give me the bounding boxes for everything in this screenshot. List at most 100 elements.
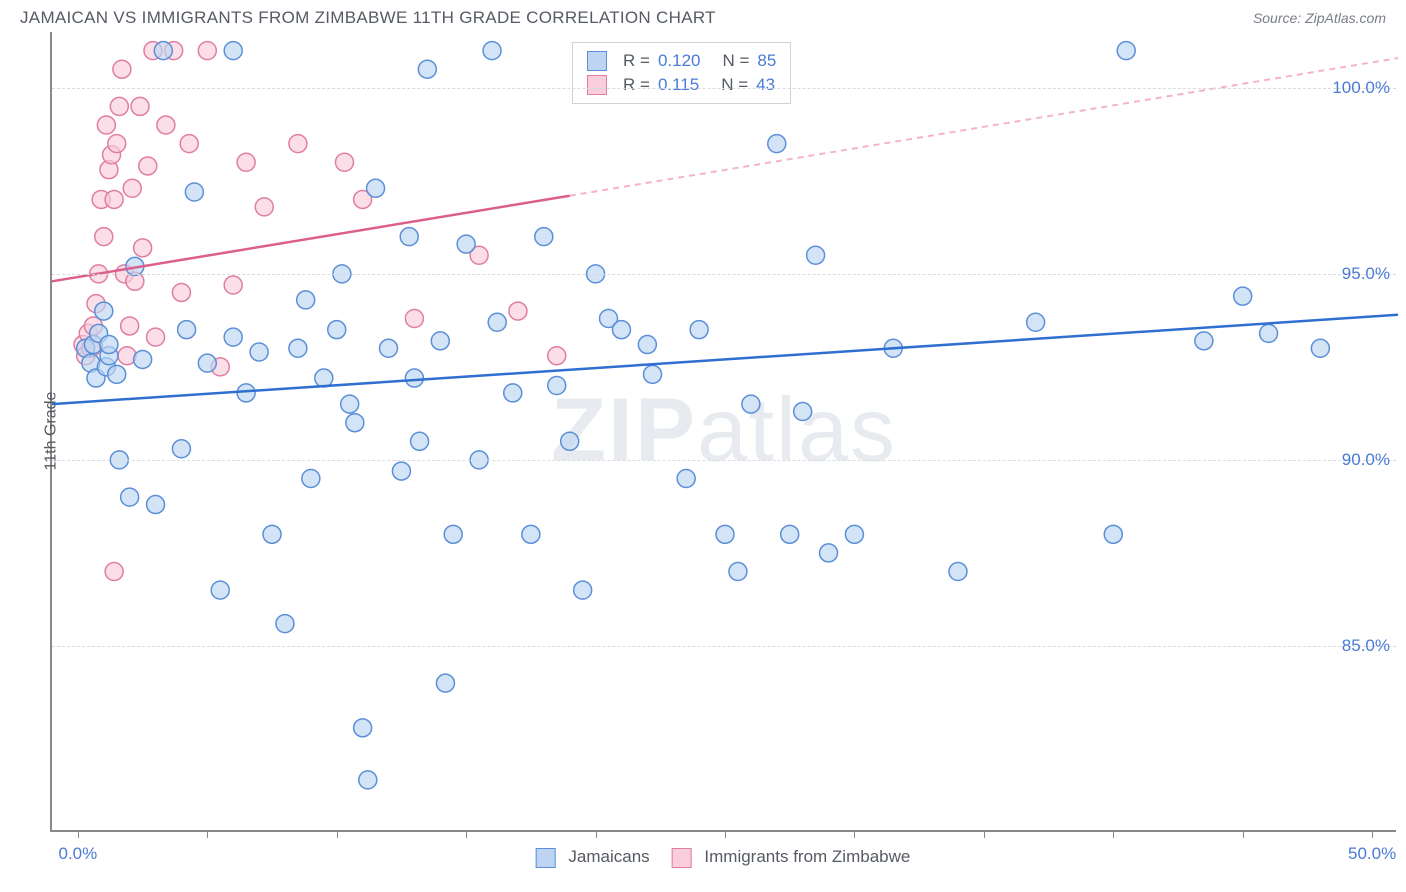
pink-point bbox=[97, 116, 115, 134]
blue-point bbox=[1104, 525, 1122, 543]
pink-point bbox=[405, 310, 423, 328]
blue-point bbox=[561, 432, 579, 450]
blue-point bbox=[100, 336, 118, 354]
blue-point bbox=[574, 581, 592, 599]
blue-point bbox=[154, 42, 172, 60]
x-tick bbox=[337, 830, 338, 838]
blue-point bbox=[172, 440, 190, 458]
blue-point bbox=[224, 328, 242, 346]
legend-item-1: Immigrants from Zimbabwe bbox=[672, 847, 911, 868]
blue-point bbox=[263, 525, 281, 543]
blue-point bbox=[95, 302, 113, 320]
blue-point bbox=[781, 525, 799, 543]
blue-point bbox=[768, 135, 786, 153]
x-tick bbox=[466, 830, 467, 838]
blue-point bbox=[411, 432, 429, 450]
blue-point bbox=[535, 228, 553, 246]
blue-point bbox=[1195, 332, 1213, 350]
y-tick-label: 90.0% bbox=[1342, 450, 1390, 470]
x-tick bbox=[1372, 830, 1373, 838]
blue-point bbox=[522, 525, 540, 543]
blue-point bbox=[949, 563, 967, 581]
blue-point bbox=[457, 235, 475, 253]
pink-point bbox=[237, 153, 255, 171]
x-tick bbox=[207, 830, 208, 838]
blue-point bbox=[134, 350, 152, 368]
blue-point bbox=[644, 365, 662, 383]
blue-point bbox=[354, 719, 372, 737]
blue-point bbox=[211, 581, 229, 599]
blue-point bbox=[807, 246, 825, 264]
pink-point bbox=[157, 116, 175, 134]
blue-point bbox=[289, 339, 307, 357]
pink-point bbox=[121, 317, 139, 335]
blue-point bbox=[276, 615, 294, 633]
x-tick bbox=[596, 830, 597, 838]
blue-point bbox=[185, 183, 203, 201]
blue-point bbox=[380, 339, 398, 357]
blue-point bbox=[237, 384, 255, 402]
pink-point bbox=[548, 347, 566, 365]
trend-line bbox=[570, 58, 1398, 196]
blue-point bbox=[742, 395, 760, 413]
pink-point bbox=[105, 190, 123, 208]
pink-point bbox=[509, 302, 527, 320]
pink-point bbox=[335, 153, 353, 171]
legend-swatch-0 bbox=[536, 848, 556, 868]
blue-point bbox=[250, 343, 268, 361]
grid-line bbox=[52, 646, 1396, 647]
blue-point bbox=[147, 496, 165, 514]
grid-line bbox=[52, 88, 1396, 89]
blue-point bbox=[1117, 42, 1135, 60]
blue-point bbox=[483, 42, 501, 60]
pink-point bbox=[198, 42, 216, 60]
blue-point bbox=[224, 42, 242, 60]
blue-point bbox=[418, 60, 436, 78]
blue-point bbox=[677, 470, 695, 488]
grid-line bbox=[52, 460, 1396, 461]
blue-point bbox=[121, 488, 139, 506]
blue-point bbox=[794, 403, 812, 421]
blue-point bbox=[297, 291, 315, 309]
x-tick-label: 0.0% bbox=[59, 844, 98, 864]
blue-point bbox=[436, 674, 454, 692]
x-tick bbox=[725, 830, 726, 838]
blue-point bbox=[315, 369, 333, 387]
pink-point bbox=[108, 135, 126, 153]
pink-point bbox=[139, 157, 157, 175]
blue-point bbox=[359, 771, 377, 789]
pink-point bbox=[113, 60, 131, 78]
y-tick-label: 95.0% bbox=[1342, 264, 1390, 284]
blue-point bbox=[820, 544, 838, 562]
y-tick-label: 85.0% bbox=[1342, 636, 1390, 656]
pink-point bbox=[172, 283, 190, 301]
blue-point bbox=[392, 462, 410, 480]
blue-point bbox=[1027, 313, 1045, 331]
grid-line bbox=[52, 274, 1396, 275]
chart-title: JAMAICAN VS IMMIGRANTS FROM ZIMBABWE 11T… bbox=[20, 8, 716, 28]
pink-point bbox=[255, 198, 273, 216]
legend-item-0: Jamaicans bbox=[536, 847, 650, 868]
legend-label-0: Jamaicans bbox=[568, 847, 649, 866]
blue-point bbox=[612, 321, 630, 339]
series-legend: Jamaicans Immigrants from Zimbabwe bbox=[536, 847, 911, 868]
blue-point bbox=[302, 470, 320, 488]
blue-point bbox=[178, 321, 196, 339]
source-label: Source: ZipAtlas.com bbox=[1253, 10, 1386, 26]
x-tick bbox=[854, 830, 855, 838]
blue-point bbox=[405, 369, 423, 387]
x-tick bbox=[1113, 830, 1114, 838]
blue-point bbox=[548, 376, 566, 394]
pink-point bbox=[224, 276, 242, 294]
trend-line bbox=[52, 196, 570, 282]
pink-point bbox=[123, 179, 141, 197]
plot-area: 11th Grade ZIPatlas R = 0.120 N = 85 R =… bbox=[50, 32, 1396, 832]
svg-overlay bbox=[52, 32, 1398, 832]
x-tick bbox=[78, 830, 79, 838]
pink-point bbox=[180, 135, 198, 153]
blue-point bbox=[346, 414, 364, 432]
pink-point bbox=[110, 97, 128, 115]
y-tick-label: 100.0% bbox=[1332, 78, 1390, 98]
pink-point bbox=[147, 328, 165, 346]
blue-point bbox=[488, 313, 506, 331]
